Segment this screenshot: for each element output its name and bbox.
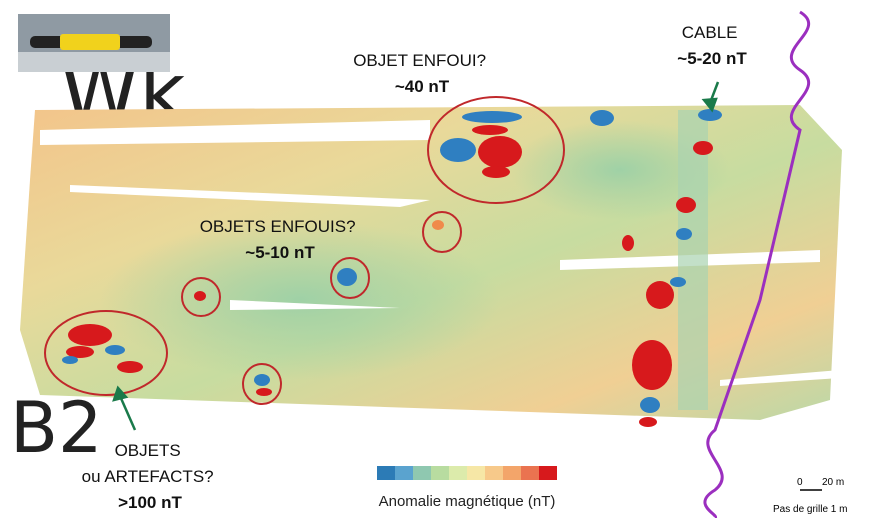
color-legend [377, 466, 557, 480]
text-line: OBJETS ENFOUIS? [200, 217, 356, 236]
background-label: B2 [10, 387, 103, 469]
text-line: ou ARTEFACTS? [82, 467, 214, 486]
grid-step-label: Pas de grille 1 m [773, 504, 847, 515]
text-line: ~40 nT [395, 77, 450, 96]
text-line: OBJETS [115, 441, 181, 460]
text-line: ~5-20 nT [677, 49, 747, 68]
text-line: OBJET ENFOUI? [353, 51, 486, 70]
photo-inset [18, 14, 170, 72]
legend-title: Anomalie magnétique (nT) [379, 493, 556, 510]
scale-label: 20 m [822, 477, 844, 488]
survey-figure: Wk B2 [0, 0, 877, 518]
text-line: CABLE [682, 23, 738, 42]
text-line: ~5-10 nT [245, 243, 315, 262]
text-line: >100 nT [118, 493, 182, 512]
scale-label: 0 [797, 477, 803, 488]
